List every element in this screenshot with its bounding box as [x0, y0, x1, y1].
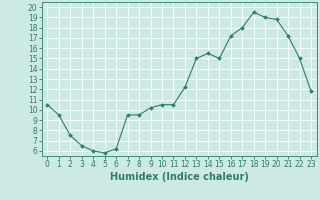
X-axis label: Humidex (Indice chaleur): Humidex (Indice chaleur)	[110, 172, 249, 182]
